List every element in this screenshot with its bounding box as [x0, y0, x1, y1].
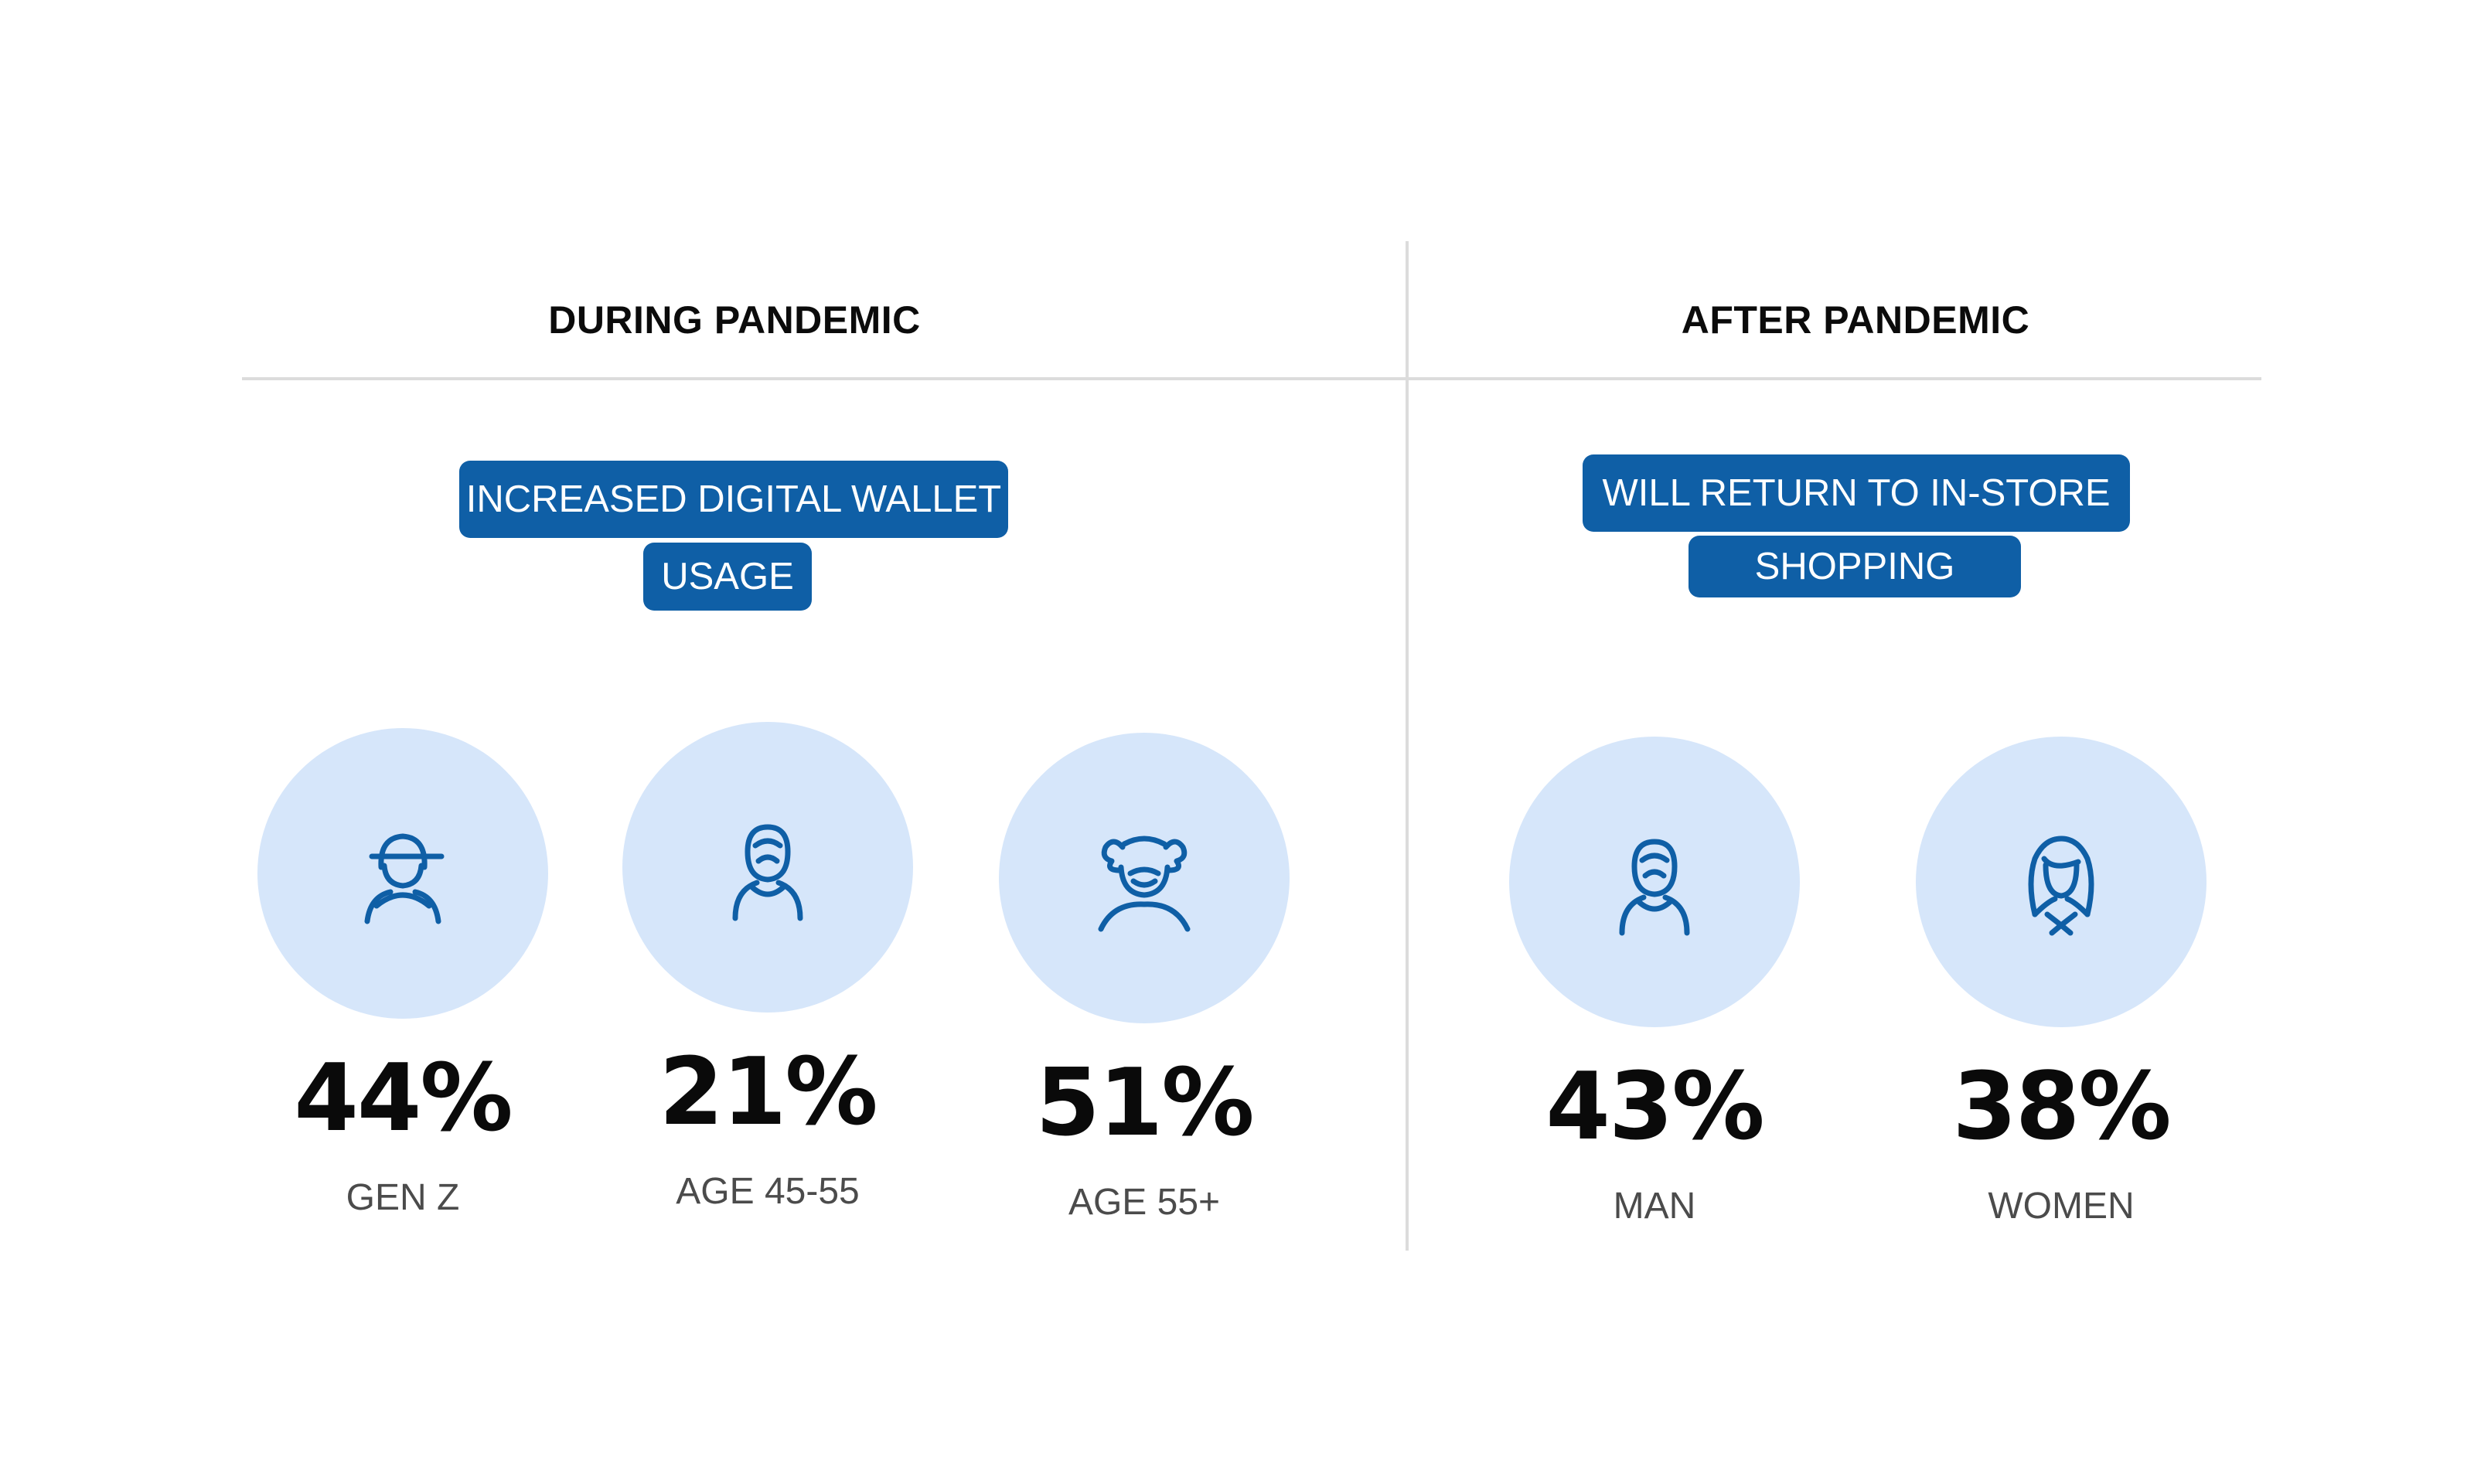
stat-value: 44% — [294, 1045, 513, 1152]
stat-circle — [622, 722, 913, 1013]
gen-z-person-icon — [364, 833, 445, 924]
stat-man: 43% MAN — [1509, 737, 1800, 1227]
header-divider — [242, 377, 2261, 380]
stat-circle — [999, 733, 1290, 1023]
man-icon — [1619, 839, 1690, 936]
stat-label: WOMEN — [1988, 1186, 2135, 1227]
during-pill-line2: USAGE — [643, 543, 812, 611]
stat-circle — [1916, 737, 2206, 1027]
stat-gen-z: 44% GEN Z — [257, 728, 548, 1219]
stat-label: GEN Z — [346, 1177, 460, 1218]
stat-circle — [257, 728, 548, 1019]
stat-age-55-plus: 51% AGE 55+ — [999, 733, 1290, 1224]
during-pandemic-heading: DURING PANDEMIC — [548, 298, 921, 342]
section-divider — [1406, 241, 1409, 1251]
stat-value: 38% — [1952, 1053, 2171, 1161]
elderly-person-icon — [1098, 836, 1191, 932]
after-pill-line2: SHOPPING — [1689, 536, 2021, 597]
after-pandemic-heading: AFTER PANDEMIC — [1681, 298, 2030, 342]
stat-age-45-55: 21% AGE 45-55 — [622, 722, 913, 1213]
middle-aged-person-icon — [732, 824, 803, 921]
stat-value: 21% — [659, 1039, 877, 1146]
stat-label: AGE 55+ — [1068, 1182, 1221, 1223]
during-pill-line1: INCREASED DIGITAL WALLET — [459, 461, 1008, 538]
stat-value: 43% — [1545, 1053, 1764, 1161]
after-pill-line1: WILL RETURN TO IN-STORE — [1583, 454, 2130, 532]
stat-label: AGE 45-55 — [676, 1171, 860, 1212]
stat-value: 51% — [1035, 1050, 1254, 1157]
woman-icon — [2028, 836, 2094, 936]
stat-label: MAN — [1613, 1186, 1696, 1227]
stat-women: 38% WOMEN — [1916, 737, 2206, 1227]
stat-circle — [1509, 737, 1800, 1027]
